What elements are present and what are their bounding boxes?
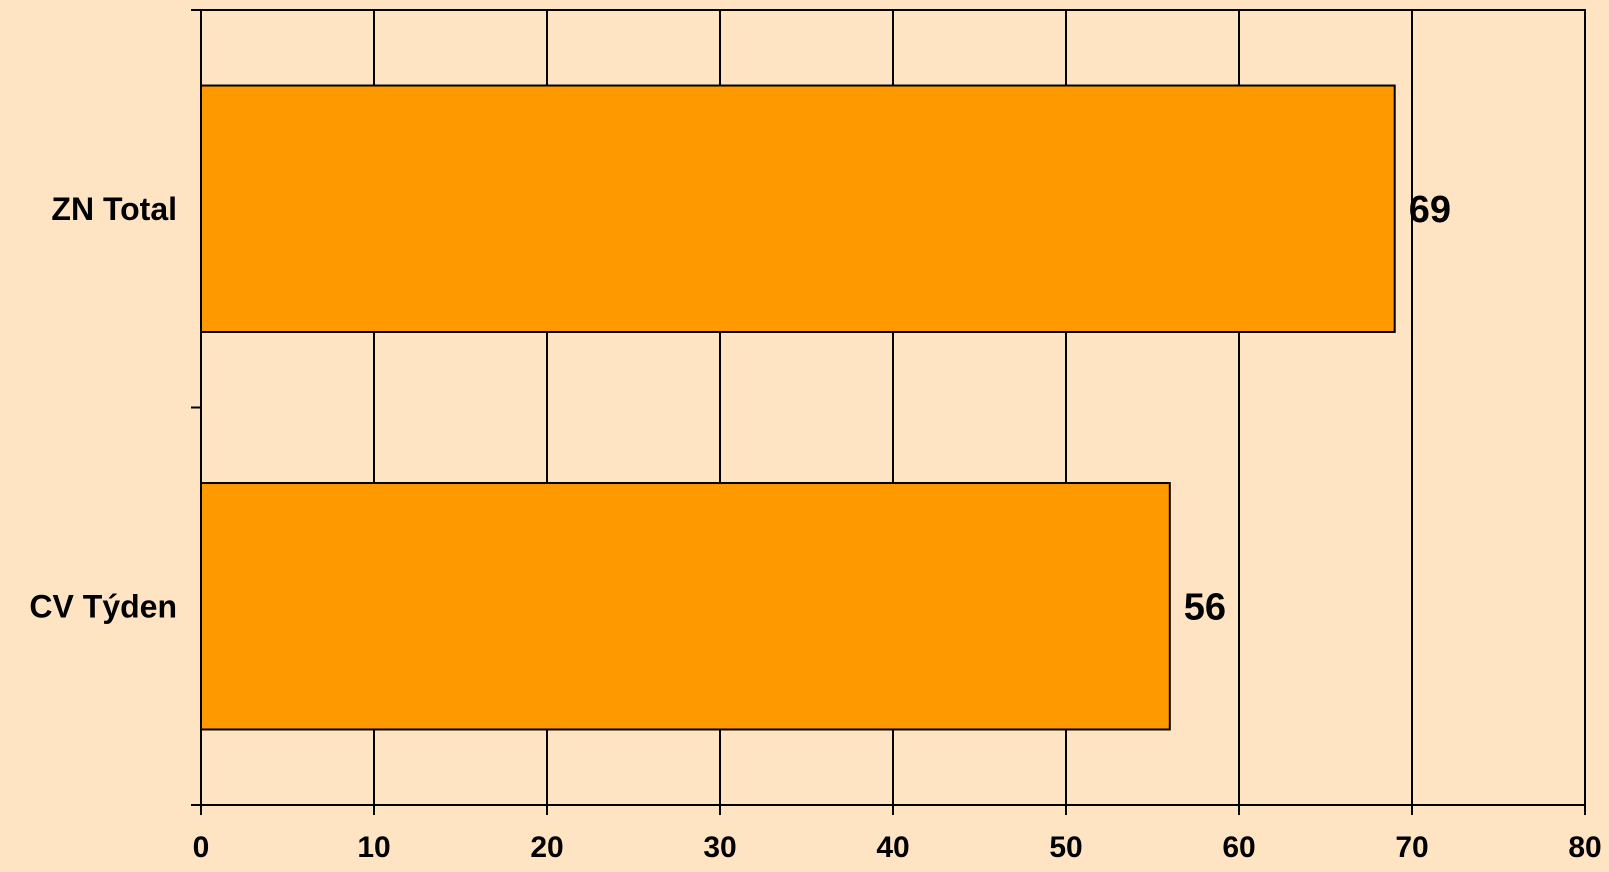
axes: [191, 9, 1586, 815]
x-tick-label: 60: [1222, 831, 1255, 864]
x-tick-label: 80: [1568, 831, 1601, 864]
x-tick-label: 20: [530, 831, 563, 864]
x-tick-label: 50: [1049, 831, 1082, 864]
category-label: CV Týden: [29, 588, 177, 624]
data-label: 56: [1184, 586, 1226, 628]
x-tick-label: 40: [876, 831, 909, 864]
x-tick-label: 10: [357, 831, 390, 864]
x-tick-label: 30: [703, 831, 736, 864]
x-tick-label: 70: [1395, 831, 1428, 864]
category-label: ZN Total: [51, 191, 177, 227]
bar: [200, 84, 1396, 333]
data-label: 69: [1409, 189, 1451, 231]
bar: [200, 482, 1171, 731]
labels: 0 10 20 30 40 50 60 70 80 ZN Total 69 CV Týden 56: [29, 189, 1601, 864]
bar-series: [200, 84, 1396, 731]
x-tick-label: 0: [193, 831, 210, 864]
